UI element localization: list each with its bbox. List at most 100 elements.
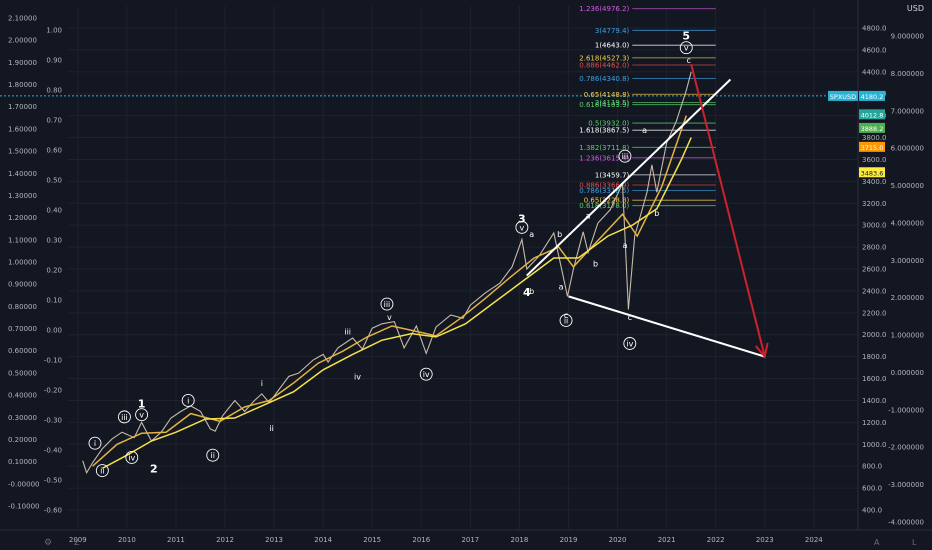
fib-label: 1.618(3867.5): [579, 127, 629, 135]
outer-right-tick-label: 8.000000: [891, 70, 924, 78]
wave-label: ii: [100, 467, 104, 476]
bottom-letter-z[interactable]: Z: [74, 538, 80, 547]
price-badge-text: 4012.8: [861, 111, 884, 119]
x-tick-label: 2022: [707, 536, 725, 544]
outer-left-tick-label: 0.30000: [8, 414, 37, 422]
outer-right-tick-label: 2.000000: [891, 294, 924, 302]
x-axis: 2009 2010 2011 2012 2013 2014 2015 2016 2017 2018…: [0, 529, 932, 544]
x-tick-label: 2020: [609, 536, 627, 544]
inner-left-tick-label: 0.60: [46, 147, 62, 155]
outer-left-tick-label: 0.60000: [8, 347, 37, 355]
price-badge: [859, 167, 885, 178]
x-tick-label: 2023: [756, 536, 774, 544]
wave-label: v: [139, 411, 144, 420]
inner-left-tick-label: -0.50: [44, 477, 62, 485]
outer-left-tick-label: 1.90000: [8, 59, 37, 67]
x-tick-label: 2010: [118, 536, 136, 544]
wave-label: 4: [523, 286, 531, 299]
wave-label: v: [520, 223, 525, 232]
series-line-1: [92, 115, 688, 467]
currency-label[interactable]: USD: [906, 4, 924, 13]
fib-label: 2.618(4527.3): [579, 54, 629, 62]
x-tick-label: 2014: [314, 536, 332, 544]
fib-label: 0.886(4462.0): [579, 62, 629, 70]
wave-circle: [117, 410, 131, 424]
wave-label: i: [94, 439, 96, 448]
outer-left-tick-label: 0.20000: [8, 436, 37, 444]
symbol-badge: [828, 90, 858, 101]
x-tick-label: 2009: [69, 536, 87, 544]
fib-label: 0.886(3366.9): [579, 181, 629, 189]
price-tick-label: 3800.0: [862, 134, 887, 142]
wave-label: c: [687, 56, 691, 65]
inner-left-tick-label: 0.00: [46, 327, 62, 335]
price-tick-label: 1400.0: [862, 397, 887, 405]
inner-left-tick-label: 0.50: [46, 177, 62, 185]
wave-label: 5: [682, 30, 690, 43]
fib-label: 0.786(3318.5): [579, 187, 629, 195]
wave-label: v: [387, 313, 392, 322]
x-tick-label: 2017: [461, 536, 479, 544]
left-axis: 1.00 0.90 0.80 0.70 0.60 0.50 0.40 0.30 0.20 0.10…: [8, 15, 62, 515]
wave-label: ii: [211, 451, 215, 460]
wave-label: iv: [354, 372, 361, 381]
inner-left-tick-label: -0.60: [44, 507, 62, 515]
wave-label: iii: [622, 152, 629, 161]
wave-label: 3: [518, 213, 526, 226]
x-tick-label: 2011: [167, 536, 185, 544]
wave-label: 1: [138, 398, 146, 411]
fib-label: 3(4779.4): [595, 27, 630, 35]
outer-left-tick-label: 1.40000: [8, 170, 37, 178]
price-tick-label: 800.0: [862, 463, 882, 471]
fib-label: 0.65(4148.8): [584, 91, 630, 99]
outer-right-tick-label: 9.000000: [891, 33, 924, 41]
gear-icon[interactable]: ⚙: [44, 538, 53, 548]
fib-label: 1.236(3615.4): [579, 154, 629, 162]
price-tick-label: 4800.0: [862, 25, 887, 33]
outer-left-tick-label: 1.00000: [8, 259, 37, 267]
price-tick-label: 2800.0: [862, 244, 887, 252]
outer-left-tick-label: -0.00000: [8, 480, 39, 488]
bottom-letter-a[interactable]: A: [874, 538, 880, 547]
price-tick-label: 3400.0: [862, 178, 887, 186]
wave-label: iii: [344, 327, 351, 336]
fib-label: 0.786(4340.8): [579, 75, 629, 83]
inner-left-tick-label: -0.20: [44, 387, 62, 395]
outer-right-tick-label: 0.000000: [891, 369, 924, 377]
outer-right-tick-label: 6.000000: [891, 145, 924, 153]
price-badge-text: 3888.2: [861, 125, 884, 133]
wave-circle: [618, 149, 632, 163]
outer-left-tick-label: 0.40000: [8, 392, 37, 400]
outer-right-tick-label: 7.000000: [891, 107, 924, 115]
price-tick-label: 400.0: [862, 507, 882, 515]
bottom-letter-l[interactable]: L: [912, 538, 917, 547]
outer-right-tick-label: -2.000000: [888, 444, 924, 452]
wave-label: a: [622, 241, 627, 250]
wave-label: iv: [423, 370, 430, 379]
x-tick-label: 2015: [363, 536, 381, 544]
wave-label: iii: [121, 413, 128, 422]
price-tick-label: 3200.0: [862, 200, 887, 208]
price-tick-label: 1800.0: [862, 353, 887, 361]
wave-label: v: [684, 44, 689, 53]
outer-left-tick-label: 2.10000: [8, 15, 37, 23]
outer-left-tick-label: 0.90000: [8, 281, 37, 289]
wave-label: a: [642, 126, 647, 135]
wave-label: b: [593, 260, 598, 269]
inner-left-tick-label: -0.30: [44, 417, 62, 425]
fib-label: 0.65(3228.8): [584, 197, 630, 205]
outer-left-tick-label: 0.10000: [8, 458, 37, 466]
wave-circle: [135, 408, 149, 422]
wave-circle: [419, 367, 433, 381]
wave-labels: iiiiiiivv12iiiiiiiiiiviiiviv3vab4baciiab…: [88, 30, 693, 478]
fib-label: 1(4643.0): [595, 42, 630, 50]
x-tick-label: 2012: [216, 536, 234, 544]
x-tick-label: 2016: [412, 536, 430, 544]
wave-circle: [88, 436, 102, 450]
wave-label: i: [187, 396, 189, 405]
wave-label: c: [564, 311, 568, 320]
outer-left-tick-label: 2.00000: [8, 37, 37, 45]
